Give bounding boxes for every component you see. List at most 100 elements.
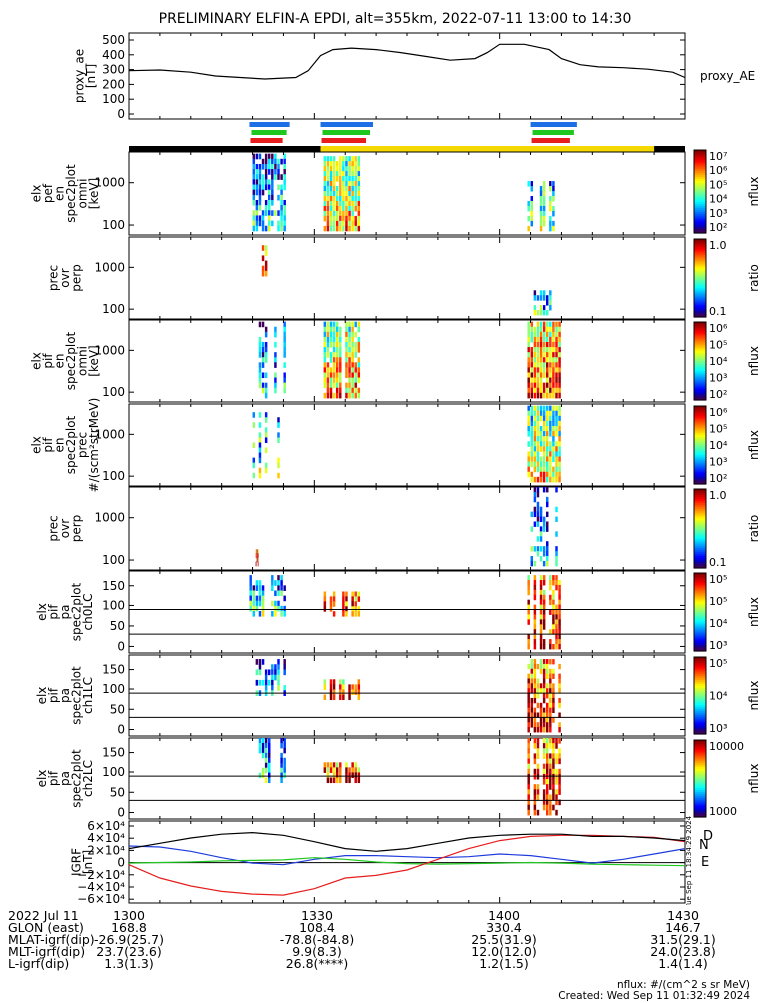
colorbar-cell: [694, 612, 706, 615]
heatmap-cell: [549, 451, 552, 457]
colorbar-cell: [694, 374, 706, 378]
colorbar-cell: [694, 610, 706, 613]
heatmap-cell: [345, 382, 348, 389]
heatmap-cell: [558, 431, 561, 437]
colorbar-cell: [694, 299, 706, 302]
heatmap-cell: [283, 738, 286, 744]
colorbar-cell: [694, 380, 706, 384]
zone-bar-red: [250, 138, 283, 143]
heatmap-cell: [552, 673, 555, 679]
heatmap-cell: [326, 326, 330, 333]
heatmap-cell: [549, 326, 552, 333]
proxy-ae-series-line: [128, 43, 686, 80]
heatmap-cell: [277, 472, 280, 479]
heatmap-cell: [264, 250, 268, 256]
heatmap-cell: [527, 768, 530, 775]
colorbar-cell: [694, 468, 706, 471]
heatmap-cell: [527, 331, 530, 338]
heatmap-cell: [549, 200, 552, 207]
spectrogram-frame: [128, 319, 686, 403]
heatmap-cell: [339, 326, 342, 333]
colorbar-cell: [694, 714, 706, 718]
footer: 2022 Jul 11 1300 1330 1400 1430 GLON (ea…: [0, 905, 775, 1002]
colorbar-cell: [694, 368, 706, 372]
colorbar-cell: [694, 258, 706, 262]
proxy-ae-tick-label: 300: [102, 63, 125, 77]
heatmap-cell: [558, 347, 561, 353]
heatmap-cell: [277, 664, 280, 670]
heatmap-cell: [354, 161, 357, 167]
heatmap-cell: [280, 752, 283, 759]
heatmap-cell: [264, 679, 268, 686]
heatmap-cell: [335, 195, 339, 202]
heatmap-cell: [542, 357, 546, 363]
heatmap-cell: [552, 659, 555, 665]
heatmap-cell: [280, 605, 283, 612]
heatmap-cell: [252, 158, 256, 165]
heatmap-cell: [339, 777, 342, 784]
colorbar-cell: [694, 573, 706, 576]
heatmap-cell: [552, 220, 555, 227]
heatmap-cell: [339, 772, 342, 778]
heatmap-cell: [342, 166, 345, 172]
heatmap-cell: [530, 220, 534, 227]
heatmap-cell: [280, 580, 283, 586]
heatmap-cell: [558, 702, 561, 709]
heatmap-cell: [539, 377, 543, 384]
heatmap-cell: [533, 738, 537, 744]
heatmap-cell: [255, 605, 259, 612]
heatmap-cell: [549, 290, 552, 296]
heatmap-cell: [533, 575, 537, 581]
heatmap-cell: [323, 200, 327, 207]
heatmap-cell: [539, 639, 543, 645]
heatmap-cell: [542, 688, 546, 694]
heatmap-cell: [348, 352, 351, 358]
heatmap-cell: [527, 727, 530, 733]
colorbar-frame: [693, 238, 707, 318]
heatmap-cell: [533, 521, 537, 527]
heatmap-cell: [351, 186, 354, 192]
heatmap-cell: [264, 169, 268, 175]
heatmap-cell: [527, 758, 530, 765]
heatmap-cell: [536, 357, 540, 363]
heatmap-cell: [549, 743, 552, 749]
heatmap-cell: [258, 169, 262, 175]
heatmap-cell: [258, 457, 262, 464]
heatmap-cell: [558, 773, 561, 780]
heatmap-cell: [549, 410, 552, 417]
heatmap-cell: [552, 738, 555, 744]
heatmap-cell: [332, 694, 336, 701]
heatmap-cell: [329, 176, 333, 182]
heatmap-cell: [252, 595, 256, 602]
heatmap-cell: [546, 688, 549, 694]
heatmap-cell: [339, 215, 342, 222]
heatmap-cell: [558, 784, 561, 790]
colorbar-cell: [694, 406, 706, 409]
colorbar-cell: [694, 382, 706, 385]
heatmap-cell: [533, 707, 537, 714]
heatmap-cell: [326, 767, 330, 773]
heatmap-cell: [558, 599, 561, 606]
heatmap-cell: [345, 171, 348, 177]
heatmap-cell: [255, 679, 259, 686]
heatmap-cell: [357, 186, 361, 192]
heatmap-cell: [283, 336, 286, 343]
heatmap-cell: [264, 747, 268, 754]
colorbar-cell: [694, 295, 706, 299]
heatmap-cell: [268, 153, 271, 160]
heatmap-cell: [546, 357, 549, 363]
heatmap-cell: [345, 372, 348, 379]
heatmap-cell: [283, 685, 286, 691]
heatmap-cell: [348, 181, 351, 187]
heatmap-cell: [332, 392, 336, 399]
heatmap-cell: [533, 683, 537, 689]
heatmap-cell: [527, 466, 530, 473]
heatmap-cell: [530, 471, 534, 478]
heatmap-cell: [258, 747, 262, 754]
heatmap-cell: [339, 225, 342, 232]
axis-label-line: elx: [35, 770, 49, 788]
heatmap-cell: [527, 688, 530, 694]
heatmap-cell: [542, 619, 546, 625]
heatmap-cell: [261, 600, 265, 607]
heatmap-cell: [264, 347, 268, 353]
